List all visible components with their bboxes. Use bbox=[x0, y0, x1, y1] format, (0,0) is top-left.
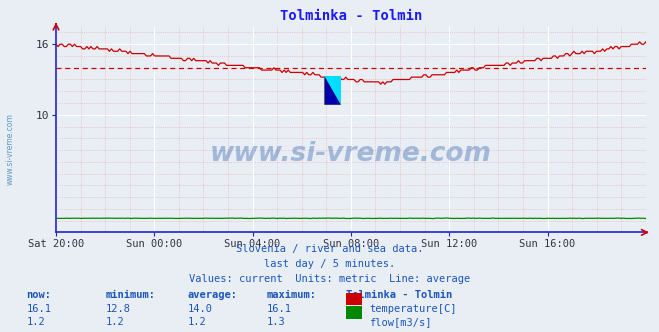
Text: Slovenia / river and sea data.: Slovenia / river and sea data. bbox=[236, 244, 423, 254]
Text: Tolminka - Tolmin: Tolminka - Tolmin bbox=[346, 290, 452, 300]
Title: Tolminka - Tolmin: Tolminka - Tolmin bbox=[279, 9, 422, 23]
Polygon shape bbox=[324, 76, 341, 105]
Text: last day / 5 minutes.: last day / 5 minutes. bbox=[264, 259, 395, 269]
Text: 14.0: 14.0 bbox=[188, 304, 213, 314]
Polygon shape bbox=[324, 76, 341, 105]
Text: 1.3: 1.3 bbox=[267, 317, 285, 327]
Text: 12.8: 12.8 bbox=[105, 304, 130, 314]
Text: 1.2: 1.2 bbox=[188, 317, 206, 327]
Text: minimum:: minimum: bbox=[105, 290, 156, 300]
Text: 16.1: 16.1 bbox=[267, 304, 292, 314]
Bar bbox=[324, 76, 341, 105]
Text: 16.1: 16.1 bbox=[26, 304, 51, 314]
Text: www.si-vreme.com: www.si-vreme.com bbox=[210, 141, 492, 167]
Text: flow[m3/s]: flow[m3/s] bbox=[369, 317, 432, 327]
Text: Values: current  Units: metric  Line: average: Values: current Units: metric Line: aver… bbox=[189, 274, 470, 284]
Text: average:: average: bbox=[188, 290, 238, 300]
Text: maximum:: maximum: bbox=[267, 290, 317, 300]
Text: temperature[C]: temperature[C] bbox=[369, 304, 457, 314]
Text: 1.2: 1.2 bbox=[26, 317, 45, 327]
Text: now:: now: bbox=[26, 290, 51, 300]
Text: www.si-vreme.com: www.si-vreme.com bbox=[5, 114, 14, 185]
Text: 1.2: 1.2 bbox=[105, 317, 124, 327]
